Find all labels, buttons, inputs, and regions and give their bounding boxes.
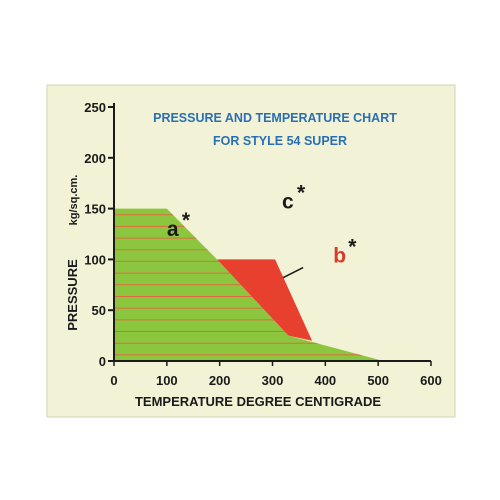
x-tick-label: 100 [156,373,178,388]
x-tick-label: 200 [209,373,231,388]
x-tick-label: 400 [314,373,336,388]
y-tick-label: 150 [84,202,106,217]
x-axis-title: TEMPERATURE DEGREE CENTIGRADE [135,394,381,409]
y-tick-label: 50 [92,303,106,318]
region-b-fill [217,259,313,341]
region-a-asterisk: * [182,209,191,232]
region-labels-layer: a *b *c * [167,182,357,279]
y-axis-unit: kg/sq.cm. [68,175,80,226]
y-axis-title: PRESSURE [65,259,80,331]
region-b-asterisk: * [348,235,357,258]
chart-title-line-2: FOR STYLE 54 SUPER [213,134,347,148]
region-a-label: a [167,218,179,241]
region-c-label: c [282,191,294,214]
y-tick-label: 200 [84,151,106,166]
y-tick-label: 250 [84,100,106,115]
x-tick-label: 300 [262,373,284,388]
x-tick-label: 500 [367,373,389,388]
region-b-label: b [333,244,346,267]
region-a-fill [114,208,384,361]
ticks-layer: 0 50 100 150 200 250 0 100 200 300 400 500 600 [84,100,442,388]
y-tick-label: 0 [99,354,106,369]
region-b-leader [282,266,304,279]
x-tick-label: 0 [110,373,117,388]
y-tick-label: 100 [84,252,106,267]
chart-title-line-1: PRESSURE AND TEMPERATURE CHART [153,111,397,125]
region-c-asterisk: * [297,182,306,205]
x-tick-label: 600 [420,373,442,388]
